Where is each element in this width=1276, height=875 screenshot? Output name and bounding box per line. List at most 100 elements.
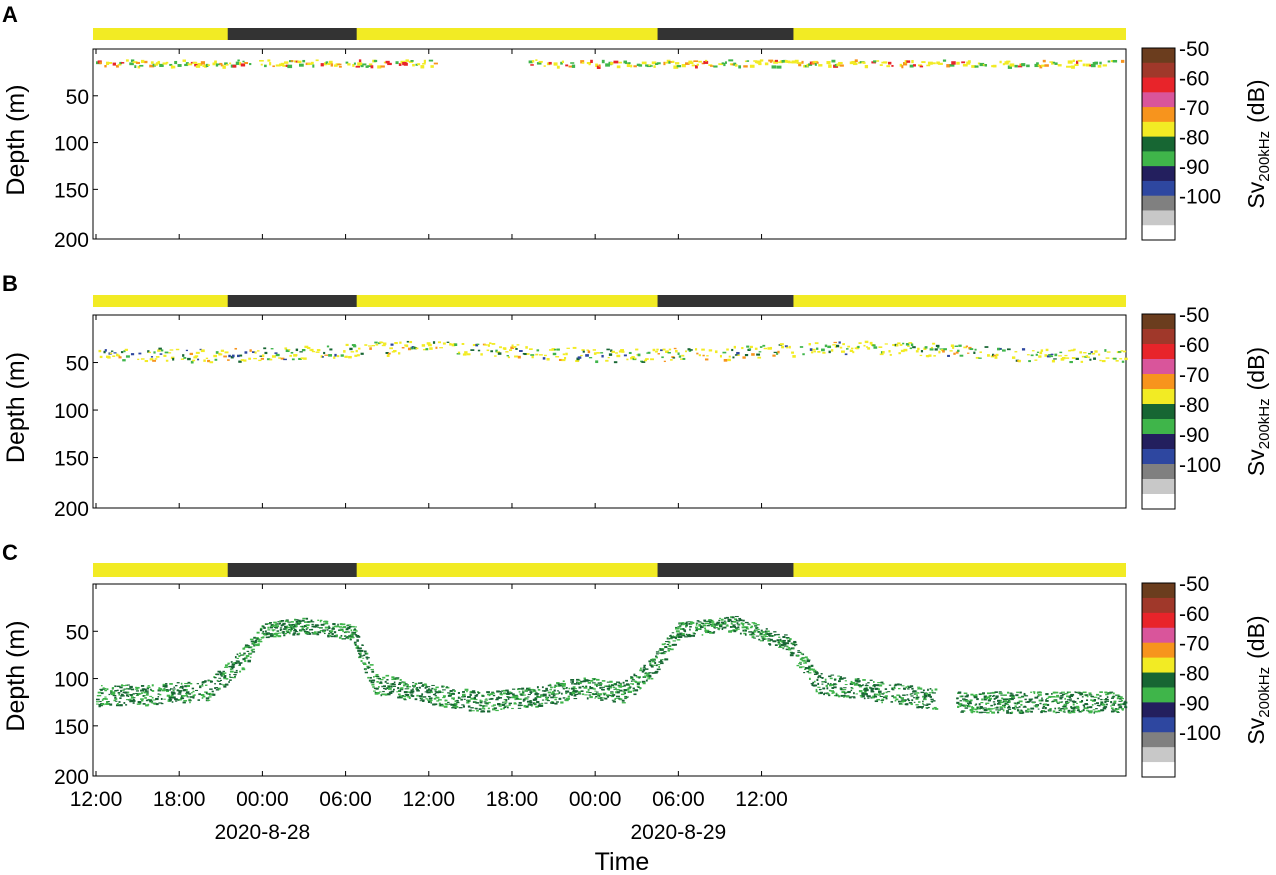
sv-pixel bbox=[1008, 701, 1011, 703]
sv-pixel bbox=[644, 675, 646, 677]
sv-pixel bbox=[544, 690, 549, 692]
sv-pixel bbox=[546, 700, 550, 702]
sv-pixel bbox=[1038, 355, 1042, 358]
sv-pixel bbox=[412, 685, 415, 688]
sv-pixel bbox=[1051, 61, 1054, 65]
sv-pixel bbox=[1030, 691, 1032, 693]
sv-pixel bbox=[858, 690, 863, 693]
sv-pixel bbox=[681, 64, 686, 68]
sv-pixel bbox=[865, 683, 868, 685]
sv-pixel bbox=[786, 646, 789, 648]
sv-pixel bbox=[668, 61, 671, 64]
sv-pixel bbox=[600, 352, 604, 354]
sv-pixel bbox=[947, 354, 950, 357]
sv-pixel bbox=[268, 636, 271, 638]
sv-pixel bbox=[294, 354, 298, 356]
sv-pixel bbox=[383, 342, 387, 345]
sv-pixel bbox=[506, 355, 509, 357]
sv-pixel bbox=[781, 60, 785, 63]
sv-pixel bbox=[138, 692, 141, 695]
sv-pixel bbox=[862, 684, 864, 686]
sv-pixel bbox=[534, 702, 537, 705]
sv-pixel bbox=[860, 696, 864, 698]
sv-pixel bbox=[190, 682, 193, 685]
sv-pixel bbox=[259, 628, 263, 632]
sv-pixel bbox=[409, 691, 414, 694]
sv-pixel bbox=[249, 656, 252, 658]
sv-pixel bbox=[1036, 62, 1039, 65]
sv-pixel bbox=[742, 619, 745, 622]
sv-pixel bbox=[902, 700, 905, 702]
sv-pixel bbox=[667, 351, 671, 354]
sv-pixel bbox=[455, 705, 459, 708]
sv-pixel bbox=[676, 65, 682, 68]
sv-pixel bbox=[350, 629, 353, 632]
sv-pixel bbox=[220, 672, 224, 675]
sv-pixel bbox=[925, 704, 929, 707]
sv-pixel bbox=[618, 61, 622, 64]
sv-pixel bbox=[371, 344, 376, 347]
sv-pixel bbox=[599, 684, 602, 686]
sv-pixel bbox=[1000, 701, 1004, 704]
sv-pixel bbox=[533, 689, 536, 691]
sv-pixel bbox=[762, 638, 766, 640]
sv-pixel bbox=[750, 625, 754, 628]
sv-pixel bbox=[247, 659, 252, 661]
sv-pixel bbox=[733, 620, 737, 623]
sv-pixel bbox=[565, 690, 570, 693]
sv-pixel bbox=[145, 693, 149, 696]
sv-pixel bbox=[239, 670, 242, 673]
sv-pixel bbox=[962, 698, 966, 700]
sv-pixel bbox=[926, 703, 930, 705]
sv-pixel bbox=[879, 696, 883, 698]
sv-pixel bbox=[220, 675, 223, 677]
sv-pixel bbox=[371, 680, 375, 682]
sv-pixel bbox=[1083, 352, 1087, 354]
sv-pixel bbox=[358, 59, 362, 63]
sv-pixel bbox=[305, 624, 310, 627]
sv-pixel bbox=[1076, 705, 1080, 708]
sv-pixel bbox=[869, 679, 873, 681]
sv-pixel bbox=[1020, 710, 1024, 713]
sv-pixel bbox=[593, 688, 596, 690]
sv-pixel bbox=[931, 62, 936, 65]
sv-pixel bbox=[595, 683, 598, 686]
sv-pixel bbox=[479, 701, 483, 704]
sv-pixel bbox=[1056, 694, 1060, 697]
colorbar-tick-label: -100 bbox=[1179, 454, 1221, 477]
sv-pixel bbox=[149, 695, 153, 697]
sv-pixel bbox=[524, 352, 527, 356]
sv-pixel bbox=[863, 692, 868, 695]
sv-pixel bbox=[264, 630, 267, 633]
sv-pixel bbox=[224, 664, 229, 666]
sv-pixel bbox=[804, 667, 808, 670]
sv-pixel bbox=[660, 662, 664, 665]
sv-pixel bbox=[249, 349, 252, 352]
sv-pixel bbox=[618, 681, 621, 684]
sv-pixel bbox=[130, 694, 134, 696]
sv-pixel bbox=[601, 59, 605, 64]
sv-pixel bbox=[505, 705, 509, 707]
sv-pixel bbox=[569, 692, 572, 694]
sv-pixel bbox=[295, 60, 299, 63]
sv-pixel bbox=[1039, 694, 1042, 696]
colorbar-swatch bbox=[1142, 612, 1175, 629]
sv-pixel bbox=[831, 59, 836, 63]
sv-pixel bbox=[338, 629, 341, 631]
sv-pixel bbox=[422, 696, 427, 698]
sv-pixel bbox=[590, 680, 594, 682]
sv-pixel bbox=[296, 633, 300, 636]
sv-pixel bbox=[447, 692, 451, 694]
sv-pixel bbox=[129, 698, 132, 701]
sv-pixel bbox=[495, 709, 499, 712]
sv-pixel bbox=[343, 350, 346, 353]
sv-pixel bbox=[841, 691, 845, 694]
sv-pixel bbox=[636, 685, 640, 688]
sv-pixel bbox=[290, 627, 294, 630]
sv-pixel bbox=[101, 703, 105, 705]
sv-pixel bbox=[622, 681, 625, 684]
sv-pixel bbox=[452, 692, 455, 694]
sv-pixel bbox=[922, 702, 924, 705]
sv-pixel bbox=[1115, 710, 1119, 713]
